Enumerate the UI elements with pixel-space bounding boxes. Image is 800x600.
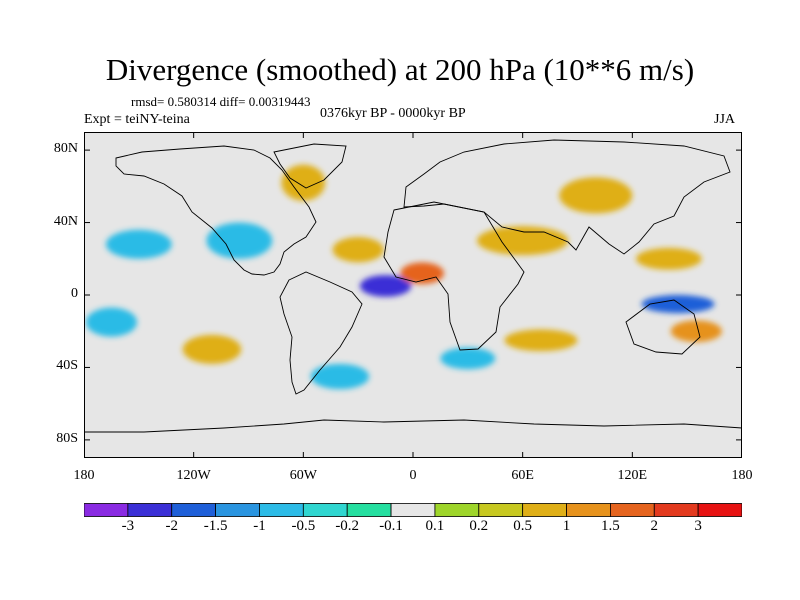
colorbar-swatch-9 bbox=[478, 503, 524, 517]
field-anomaly-1 bbox=[400, 262, 445, 285]
colorbar-level-10: 1 bbox=[562, 518, 571, 534]
field-anomaly-9 bbox=[635, 247, 702, 270]
lat-label-0: 80N bbox=[53, 141, 78, 157]
field-anomaly-0 bbox=[359, 275, 412, 297]
field-anomaly-3 bbox=[670, 320, 722, 343]
colorbar-level-0: -3 bbox=[121, 518, 135, 534]
lon-label-6: 180 bbox=[731, 468, 753, 483]
colorbar-swatch-7 bbox=[390, 503, 436, 517]
colorbar-level-12: 2 bbox=[650, 518, 659, 534]
colorbar-level-1: -2 bbox=[165, 518, 178, 534]
colorbar-level-7: 0.1 bbox=[425, 518, 445, 534]
coastline-antarctica bbox=[84, 419, 742, 433]
field-anomaly-7 bbox=[476, 226, 569, 256]
colorbar-swatch-14 bbox=[697, 503, 742, 517]
lon-label-3: 0 bbox=[409, 468, 417, 483]
field-anomaly-14 bbox=[440, 347, 496, 370]
coastline-north-america bbox=[115, 145, 317, 276]
colorbar-swatch-3 bbox=[215, 503, 260, 517]
lon-label-4: 60E bbox=[511, 468, 534, 483]
field-anomaly-12 bbox=[105, 229, 172, 259]
season-label: JJA bbox=[714, 112, 736, 127]
colorbar-swatch-6 bbox=[346, 503, 392, 517]
lon-label-2: 60W bbox=[289, 468, 317, 483]
field-anomaly-5 bbox=[206, 222, 273, 259]
lon-label-5: 120E bbox=[617, 468, 648, 483]
colorbar-level-11: 1.5 bbox=[601, 518, 620, 534]
lon-label-0: 180 bbox=[73, 468, 95, 483]
colorbar-swatch-11 bbox=[566, 503, 611, 517]
lat-label-1: 40N bbox=[53, 213, 78, 229]
period-label: 0376kyr BP - 0000kyr BP bbox=[320, 106, 466, 121]
field-anomaly-15 bbox=[310, 363, 370, 390]
colorbar-swatch-13 bbox=[653, 503, 699, 517]
colorbar-level-3: -1 bbox=[253, 518, 266, 534]
colorbar-swatch-0 bbox=[84, 503, 129, 517]
colorbar-level-6: -0.1 bbox=[379, 518, 403, 534]
colorbar-swatch-1 bbox=[127, 503, 173, 517]
colorbar-level-4: -0.5 bbox=[291, 518, 316, 534]
colorbar-level-5: -0.2 bbox=[335, 518, 360, 534]
colorbar-level-13: 3 bbox=[694, 518, 702, 534]
field-anomaly-11 bbox=[85, 307, 138, 337]
field-anomaly-4 bbox=[281, 164, 326, 201]
field-anomaly-8 bbox=[559, 177, 633, 214]
stats-line: rmsd= 0.580314 diff= 0.00319443 bbox=[131, 94, 311, 109]
map-frame bbox=[84, 132, 742, 458]
lat-label-4: 80S bbox=[56, 430, 78, 446]
map-background bbox=[84, 132, 742, 458]
field-anomaly-10 bbox=[182, 334, 242, 364]
field-anomaly-13 bbox=[504, 329, 578, 352]
coastline-eurasia bbox=[403, 139, 731, 255]
colorbar-swatch-8 bbox=[434, 503, 480, 517]
divergence-map bbox=[84, 132, 742, 458]
colorbar-swatch-2 bbox=[171, 503, 216, 517]
lat-label-3: 40S bbox=[56, 358, 78, 374]
colorbar-level-8: 0.2 bbox=[469, 518, 489, 534]
coastline-australia bbox=[625, 299, 701, 355]
colorbar bbox=[84, 503, 742, 517]
experiment-label: Expt = teiNY-teina bbox=[84, 112, 190, 127]
colorbar-swatch-12 bbox=[610, 503, 655, 517]
colorbar-level-9: 0.5 bbox=[513, 518, 533, 534]
lon-label-1: 120W bbox=[176, 468, 211, 483]
field-anomaly-6 bbox=[332, 237, 384, 263]
coastline-africa bbox=[383, 201, 525, 351]
coastline-greenland bbox=[273, 143, 347, 189]
field-anomaly-2 bbox=[641, 295, 715, 314]
colorbar-swatch-4 bbox=[259, 503, 304, 517]
lat-label-2: 0 bbox=[71, 286, 78, 301]
colorbar-swatch-10 bbox=[522, 503, 567, 517]
colorbar-level-2: -1.5 bbox=[203, 518, 228, 534]
plot-title: Divergence (smoothed) at 200 hPa (10**6 … bbox=[105, 52, 695, 87]
coastline-south-america bbox=[279, 271, 363, 395]
colorbar-swatch-5 bbox=[302, 503, 348, 517]
